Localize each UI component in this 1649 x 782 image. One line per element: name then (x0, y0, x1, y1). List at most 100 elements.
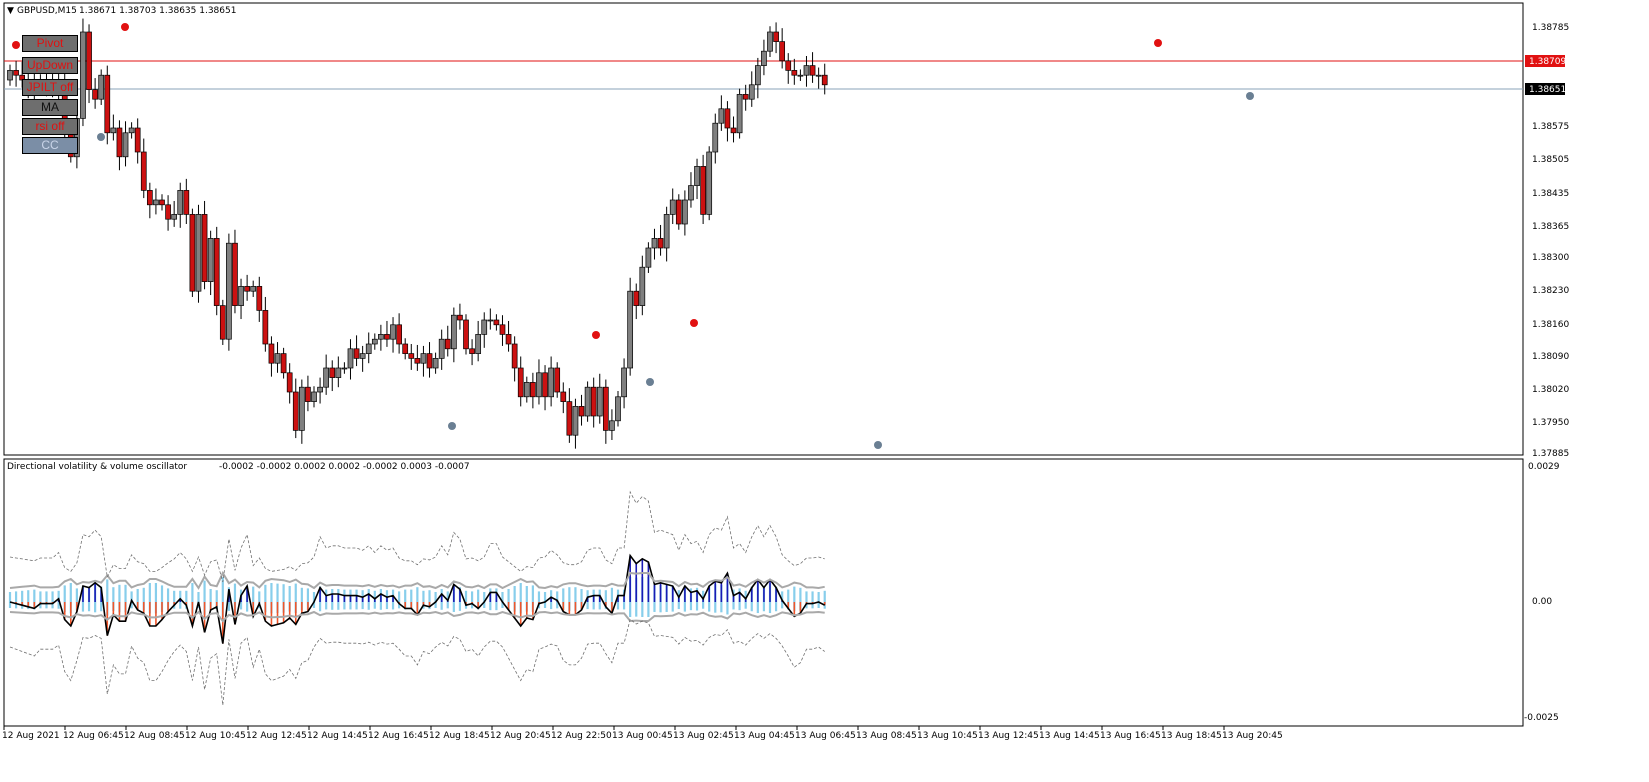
candle-body (821, 74, 828, 86)
candle-body (560, 391, 567, 402)
candle-body (785, 60, 792, 71)
candle-body (797, 74, 804, 77)
candle-body (657, 238, 664, 249)
osc-tick: -0.0025 (1524, 713, 1559, 723)
candle-body (700, 166, 706, 215)
jpilt-button[interactable]: JPILT off (22, 79, 78, 96)
time-label: 12 Aug 10:45 (185, 731, 246, 741)
time-label: 12 Aug 22:50 (551, 731, 612, 741)
candle-body (639, 266, 646, 306)
candle-body (609, 420, 615, 431)
pivot-button[interactable]: Pivot (22, 35, 78, 52)
candle-body (378, 334, 384, 340)
candle-body (487, 319, 494, 322)
candle-body (736, 94, 743, 134)
candle-body (128, 127, 135, 134)
candle-body (140, 151, 147, 191)
candle-body (694, 166, 700, 186)
price-panel[interactable] (3, 2, 1524, 456)
candle-body (98, 74, 105, 100)
time-label: 12 Aug 2021 (2, 731, 60, 741)
price-tick: 1.38435 (1532, 189, 1569, 199)
candle-body (718, 108, 725, 124)
candle-body (153, 199, 159, 206)
candle-body (7, 70, 13, 81)
candle-body (238, 286, 244, 306)
candle-body (86, 31, 92, 90)
candle-body (584, 386, 591, 417)
candle-body (420, 353, 427, 364)
candle-body (505, 334, 512, 345)
rsi-button[interactable]: rsi off (22, 118, 78, 135)
candle-body (244, 286, 250, 292)
candle-body (268, 343, 275, 364)
cc-button[interactable]: CC (22, 137, 78, 154)
candle-body (688, 185, 694, 201)
candle-body (122, 132, 129, 158)
price-tick: 1.37950 (1532, 418, 1569, 428)
time-label: 13 Aug 18:45 (1161, 731, 1222, 741)
candle-body (511, 343, 518, 369)
candle-body (353, 348, 360, 359)
time-axis: 12 Aug 2021 12 Aug 06:45 12 Aug 08:45 12 Au… (2, 726, 1283, 741)
fractal-dot (1154, 39, 1162, 47)
fractal-dot (690, 319, 698, 327)
candle-body (402, 343, 409, 354)
fractal-dot (1246, 92, 1254, 100)
candle-body (207, 238, 214, 282)
candle-body (572, 406, 579, 436)
candle-body (530, 382, 536, 398)
fractal-dot (12, 41, 20, 49)
candle-body (292, 391, 299, 431)
candle-body (347, 348, 354, 369)
candle-body (578, 406, 585, 417)
oscillator-plot (8, 490, 826, 706)
candle-body (754, 65, 761, 86)
candle-body (675, 199, 682, 225)
candle-body (791, 70, 798, 76)
price-tick: 1.38090 (1532, 352, 1569, 362)
candle-body (13, 70, 19, 76)
symbol-label: GBPUSD,M15 (17, 6, 77, 16)
candle-body (432, 358, 439, 369)
candle-body (663, 214, 670, 249)
candle-body (232, 242, 238, 306)
candle-body (390, 324, 396, 340)
price-tick: 1.38230 (1532, 286, 1569, 296)
time-label: 12 Aug 14:45 (307, 731, 368, 741)
candle-body (80, 31, 86, 119)
symbol-dropdown-icon[interactable]: ▼ (7, 6, 14, 16)
high-price-marker (1525, 55, 1565, 67)
candle-body (517, 367, 524, 398)
osc-tick: 0.00 (1532, 597, 1552, 607)
candle-body (104, 74, 111, 134)
candle-body (450, 314, 457, 350)
time-label: 13 Aug 08:45 (856, 731, 917, 741)
candle-body (809, 65, 816, 76)
candles (7, 18, 828, 449)
candle-body (280, 353, 287, 374)
candle-body (371, 338, 378, 345)
candle-body (311, 391, 317, 402)
candle-body (457, 314, 463, 321)
fractal-dot (592, 331, 600, 339)
candle-body (92, 89, 98, 100)
time-label: 12 Aug 08:45 (124, 731, 185, 741)
candle-body (761, 50, 767, 66)
price-tick: 1.38575 (1532, 122, 1569, 132)
fractal-markers (12, 23, 1254, 449)
updown-button[interactable]: UpDown (22, 57, 78, 74)
candle-body (298, 386, 305, 431)
candle-body (384, 334, 390, 340)
candle-body (803, 65, 810, 76)
candle-body (359, 353, 366, 359)
price-tick: 1.37885 (1532, 449, 1569, 459)
ma-button[interactable]: MA (22, 99, 78, 116)
candle-body (134, 127, 141, 153)
candle-body (706, 151, 713, 215)
time-label: 13 Aug 16:45 (1100, 731, 1161, 741)
time-label: 13 Aug 20:45 (1222, 731, 1283, 741)
candle-body (712, 122, 719, 153)
candle-body (189, 214, 196, 292)
